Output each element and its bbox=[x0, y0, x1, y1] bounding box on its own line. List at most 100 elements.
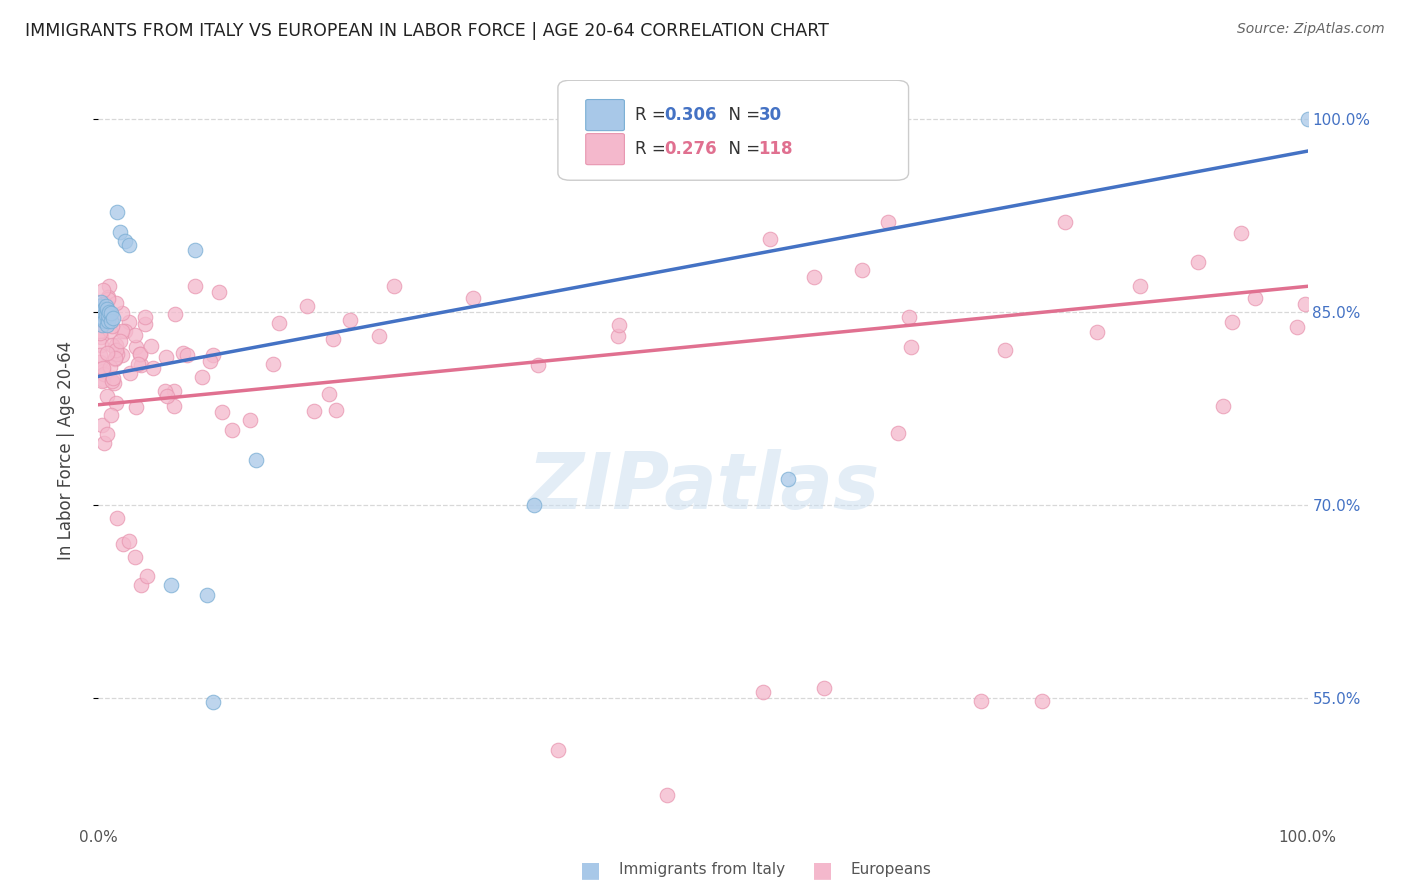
Point bbox=[1285, 320, 1308, 334]
Text: 118: 118 bbox=[759, 140, 793, 158]
Point bbox=[91, 418, 114, 433]
Point bbox=[97, 310, 120, 324]
Point bbox=[111, 348, 134, 362]
Point bbox=[89, 355, 111, 369]
FancyBboxPatch shape bbox=[586, 134, 624, 165]
Point bbox=[108, 225, 131, 239]
Point bbox=[91, 360, 114, 375]
Point bbox=[105, 347, 128, 361]
Point bbox=[607, 318, 630, 332]
Point bbox=[803, 270, 825, 285]
Point bbox=[93, 308, 115, 322]
Text: Source: ZipAtlas.com: Source: ZipAtlas.com bbox=[1237, 22, 1385, 37]
Point bbox=[163, 399, 186, 413]
Point bbox=[103, 376, 125, 390]
Point bbox=[111, 324, 134, 338]
Point bbox=[134, 317, 156, 331]
Point bbox=[97, 308, 120, 322]
Point bbox=[100, 374, 122, 388]
Point bbox=[105, 296, 128, 310]
Point bbox=[269, 317, 291, 331]
Text: Immigrants from Italy: Immigrants from Italy bbox=[619, 863, 785, 877]
Point bbox=[1243, 291, 1265, 305]
Point bbox=[221, 423, 243, 437]
Point bbox=[118, 238, 141, 252]
Point bbox=[322, 332, 344, 346]
Point bbox=[105, 511, 128, 525]
Point bbox=[752, 685, 775, 699]
Point bbox=[104, 395, 127, 409]
Point bbox=[176, 348, 198, 362]
Text: N =: N = bbox=[717, 106, 765, 124]
Point bbox=[100, 408, 122, 422]
Point bbox=[111, 306, 134, 320]
Point bbox=[98, 309, 121, 323]
Point bbox=[98, 305, 121, 319]
Point bbox=[155, 351, 177, 365]
Point bbox=[172, 346, 194, 360]
Point bbox=[1031, 694, 1053, 708]
Point bbox=[239, 413, 262, 427]
Point bbox=[139, 339, 162, 353]
Point bbox=[163, 307, 186, 321]
Point bbox=[325, 403, 347, 417]
Point bbox=[463, 291, 485, 305]
Point bbox=[897, 310, 920, 324]
Point bbox=[89, 299, 111, 313]
FancyBboxPatch shape bbox=[558, 80, 908, 180]
Point bbox=[198, 354, 221, 368]
Point bbox=[156, 389, 179, 403]
Point bbox=[1230, 226, 1253, 240]
Text: R =: R = bbox=[636, 106, 671, 124]
Point bbox=[813, 681, 835, 695]
Point bbox=[124, 327, 146, 342]
Point bbox=[900, 340, 922, 354]
Point bbox=[94, 308, 117, 322]
Point bbox=[970, 694, 993, 708]
Point bbox=[98, 360, 121, 375]
Point bbox=[527, 358, 550, 372]
Point bbox=[339, 313, 361, 327]
Point bbox=[759, 232, 782, 246]
Point bbox=[98, 324, 121, 338]
Text: Europeans: Europeans bbox=[851, 863, 932, 877]
Text: 0.306: 0.306 bbox=[664, 106, 717, 124]
Point bbox=[304, 404, 326, 418]
Point bbox=[91, 364, 114, 378]
Point bbox=[96, 389, 118, 403]
Point bbox=[129, 347, 152, 361]
Text: IMMIGRANTS FROM ITALY VS EUROPEAN IN LABOR FORCE | AGE 20-64 CORRELATION CHART: IMMIGRANTS FROM ITALY VS EUROPEAN IN LAB… bbox=[25, 22, 830, 40]
Point bbox=[96, 427, 118, 442]
Point bbox=[1085, 325, 1108, 339]
Point bbox=[89, 348, 111, 362]
Point bbox=[93, 372, 115, 386]
FancyBboxPatch shape bbox=[586, 100, 624, 130]
Point bbox=[91, 311, 114, 326]
Point bbox=[118, 366, 141, 380]
Point bbox=[104, 352, 127, 367]
Point bbox=[129, 347, 152, 361]
Point bbox=[91, 318, 114, 332]
Text: 0.276: 0.276 bbox=[664, 140, 717, 158]
Point bbox=[1296, 112, 1319, 126]
Text: ■: ■ bbox=[581, 860, 600, 880]
Point bbox=[142, 361, 165, 376]
Point bbox=[93, 302, 115, 317]
Point bbox=[108, 334, 131, 349]
Point bbox=[547, 743, 569, 757]
Text: N =: N = bbox=[717, 140, 765, 158]
Point bbox=[101, 311, 124, 326]
Text: ■: ■ bbox=[813, 860, 832, 880]
Point bbox=[994, 343, 1017, 357]
Point bbox=[877, 215, 900, 229]
Point bbox=[368, 329, 391, 343]
Point bbox=[89, 325, 111, 339]
Point bbox=[208, 285, 231, 299]
Point bbox=[97, 293, 120, 307]
Text: R =: R = bbox=[636, 140, 671, 158]
Text: ZIPatlas: ZIPatlas bbox=[527, 450, 879, 525]
Point bbox=[184, 244, 207, 258]
Point bbox=[97, 305, 120, 319]
Point bbox=[118, 534, 141, 549]
Point bbox=[776, 472, 799, 486]
